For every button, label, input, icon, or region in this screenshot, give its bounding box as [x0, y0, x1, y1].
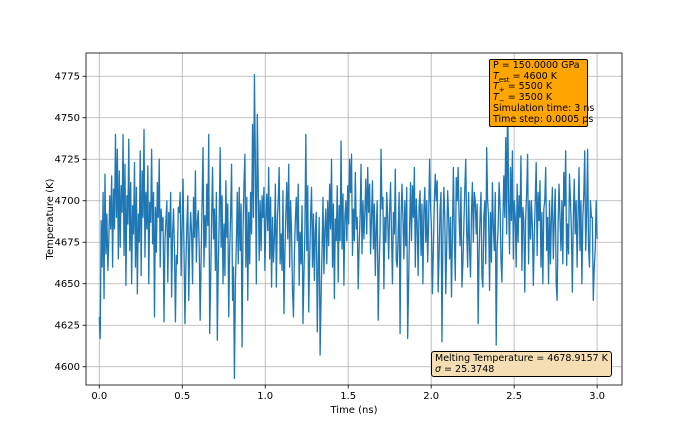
sigma-line: σ = 25.3748	[435, 364, 495, 375]
simulation-info-box: P = 150.0000 GPa Test = 4600 K T+ = 5500…	[489, 59, 595, 128]
x-tick-label: 0.0	[91, 391, 107, 402]
pressure-line: P = 150.0000 GPa	[493, 60, 580, 71]
simulation-time-line: Simulation time: 3 ns	[493, 102, 595, 114]
melting-temperature-line: Melting Temperature = 4678.9157 K	[435, 353, 608, 364]
temperature-line	[98, 73, 598, 380]
y-tick-label: 4750	[55, 113, 80, 124]
plot-frame	[85, 52, 623, 386]
t-est-line: Test = 4600 K	[493, 70, 557, 84]
t-plus-line: T+ = 5500 K	[493, 81, 553, 95]
y-tick-label: 4775	[55, 72, 80, 83]
x-tick-label: 3.0	[589, 391, 605, 402]
temperature-series	[98, 73, 598, 380]
x-tick-label: 2.5	[506, 391, 522, 402]
y-tick-label: 4600	[55, 362, 80, 373]
y-tick-label: 4700	[55, 196, 80, 207]
y-tick-label: 4650	[55, 279, 80, 290]
t-minus-line: T− = 3500 K	[493, 92, 553, 105]
y-tick-label: 4625	[55, 321, 80, 332]
y-tick-label: 4675	[55, 238, 80, 249]
x-axis-label: Time (ns)	[329, 405, 377, 416]
y-tick-label: 4725	[55, 155, 80, 166]
x-tick-label: 1.0	[257, 391, 273, 402]
x-tick-label: 1.5	[340, 391, 356, 402]
x-tick-label: 0.5	[174, 391, 190, 402]
y-axis-label: Temperature (K)	[45, 178, 56, 260]
x-tick-label: 2.0	[423, 391, 439, 402]
melting-temperature-box: Melting Temperature = 4678.9157 K σ = 25…	[431, 351, 612, 377]
time-step-line: Time step: 0.0005 ps	[493, 113, 594, 125]
axis-ticks: 0.0 0.5 1.0 1.5 2.0 2.5 3.0 4600 4625 4650 4675 470…	[55, 72, 606, 402]
